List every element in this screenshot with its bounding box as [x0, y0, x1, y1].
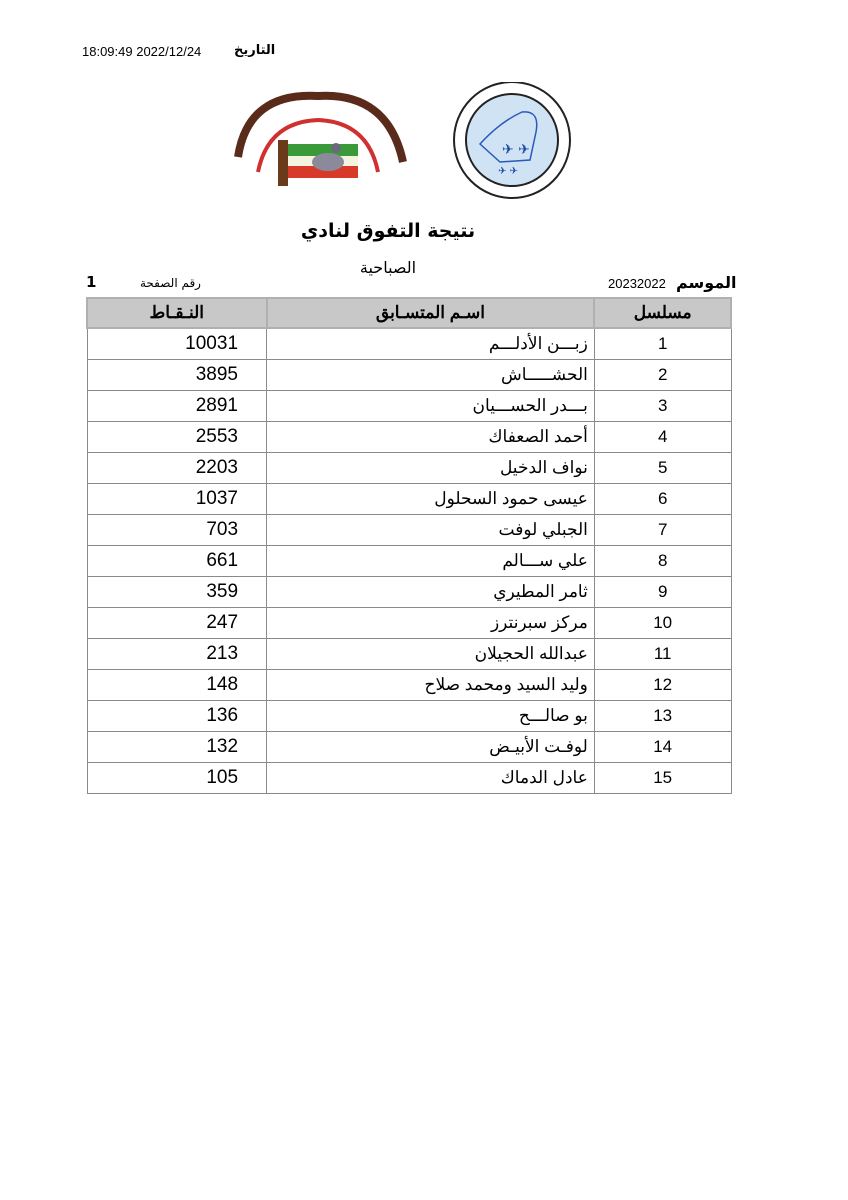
name-cell: علي ســـالم	[266, 545, 595, 577]
points-cell: 2203	[86, 452, 268, 484]
points-cell: 247	[86, 607, 268, 639]
points-cell: 105	[86, 762, 268, 794]
points-cell: 661	[86, 545, 268, 577]
points-cell: 213	[86, 638, 268, 670]
name-cell: لوفـت الأبيـض	[266, 731, 595, 763]
serial-cell: 12	[593, 669, 732, 701]
name-cell: عبدالله الحجيلان	[266, 638, 595, 670]
serial-cell: 3	[593, 390, 732, 422]
table-row: 10031 زبـــن الأدلـــم 1	[86, 327, 732, 360]
serial-cell: 9	[593, 576, 732, 608]
serial-cell: 6	[593, 483, 732, 515]
results-table: النـقـاط اسـم المتسـابق مسلسل 10031 زبـــ…	[86, 297, 732, 794]
table-row: 703 الجبلي لوفت 7	[86, 514, 732, 546]
federation-logo: ✈ ✈ ✈ ✈	[453, 82, 571, 199]
points-cell: 132	[86, 731, 268, 763]
serial-cell: 4	[593, 421, 732, 453]
season-label: الموسم	[676, 273, 737, 292]
table-row: 3895 الحشـــــاش 2	[86, 359, 732, 391]
points-cell: 1037	[86, 483, 268, 515]
name-cell: مركز سبرنترز	[266, 607, 595, 639]
club-logo	[234, 91, 407, 186]
points-cell: 3895	[86, 359, 268, 391]
serial-cell: 1	[593, 327, 732, 360]
name-cell: وليد السيد ومحمد صلاح	[266, 669, 595, 701]
table-row: 213 عبدالله الحجيلان 11	[86, 638, 732, 670]
serial-cell: 10	[593, 607, 732, 639]
table-row: 132 لوفـت الأبيـض 14	[86, 731, 732, 763]
header-points: النـقـاط	[86, 297, 268, 329]
name-cell: عادل الدماك	[266, 762, 595, 794]
name-cell: نواف الدخيل	[266, 452, 595, 484]
points-cell: 136	[86, 700, 268, 732]
name-cell: بـــدر الحســـيان	[266, 390, 595, 422]
table-row: 2891 بـــدر الحســـيان 3	[86, 390, 732, 422]
serial-cell: 7	[593, 514, 732, 546]
serial-cell: 13	[593, 700, 732, 732]
table-row: 2553 أحمد الصعفاك 4	[86, 421, 732, 453]
points-cell: 703	[86, 514, 268, 546]
header-name: اسـم المتسـابق	[265, 297, 596, 329]
table-header-row: النـقـاط اسـم المتسـابق مسلسل	[86, 297, 732, 329]
name-cell: الجبلي لوفت	[266, 514, 595, 546]
name-cell: عيسى حمود السحلول	[266, 483, 595, 515]
points-cell: 2553	[86, 421, 268, 453]
report-title: نتيجة التفوق لنادي	[300, 220, 476, 242]
name-cell: ثامر المطيري	[266, 576, 595, 608]
serial-cell: 8	[593, 545, 732, 577]
page-label: رقم الصفحة	[140, 276, 201, 290]
name-cell: أحمد الصعفاك	[266, 421, 595, 453]
svg-text:✈ ✈: ✈ ✈	[502, 142, 530, 158]
svg-text:✈ ✈: ✈ ✈	[498, 166, 518, 177]
table-row: 247 مركز سبرنترز 10	[86, 607, 732, 639]
points-cell: 359	[86, 576, 268, 608]
points-cell: 2891	[86, 390, 268, 422]
club-name: الصباحية	[359, 258, 417, 277]
page-number: 1	[86, 273, 97, 291]
season-value: 20232022	[608, 276, 666, 291]
name-cell: زبـــن الأدلـــم	[266, 327, 595, 360]
serial-cell: 5	[593, 452, 732, 484]
table-row: 105 عادل الدماك 15	[86, 762, 732, 794]
table-row: 661 علي ســـالم 8	[86, 545, 732, 577]
points-cell: 10031	[86, 327, 268, 360]
serial-cell: 11	[593, 638, 732, 670]
name-cell: بو صالـــح	[266, 700, 595, 732]
table-row: 2203 نواف الدخيل 5	[86, 452, 732, 484]
date-label: التاريخ	[234, 43, 276, 58]
serial-cell: 15	[593, 762, 732, 794]
table-row: 148 وليد السيد ومحمد صلاح 12	[86, 669, 732, 701]
serial-cell: 2	[593, 359, 732, 391]
table-row: 1037 عيسى حمود السحلول 6	[86, 483, 732, 515]
serial-cell: 14	[593, 731, 732, 763]
name-cell: الحشـــــاش	[266, 359, 595, 391]
date-value: 18:09:49 2022/12/24	[82, 44, 202, 59]
points-cell: 148	[86, 669, 268, 701]
table-row: 136 بو صالـــح 13	[86, 700, 732, 732]
header-serial: مسلسل	[593, 297, 732, 329]
table-row: 359 ثامر المطيري 9	[86, 576, 732, 608]
